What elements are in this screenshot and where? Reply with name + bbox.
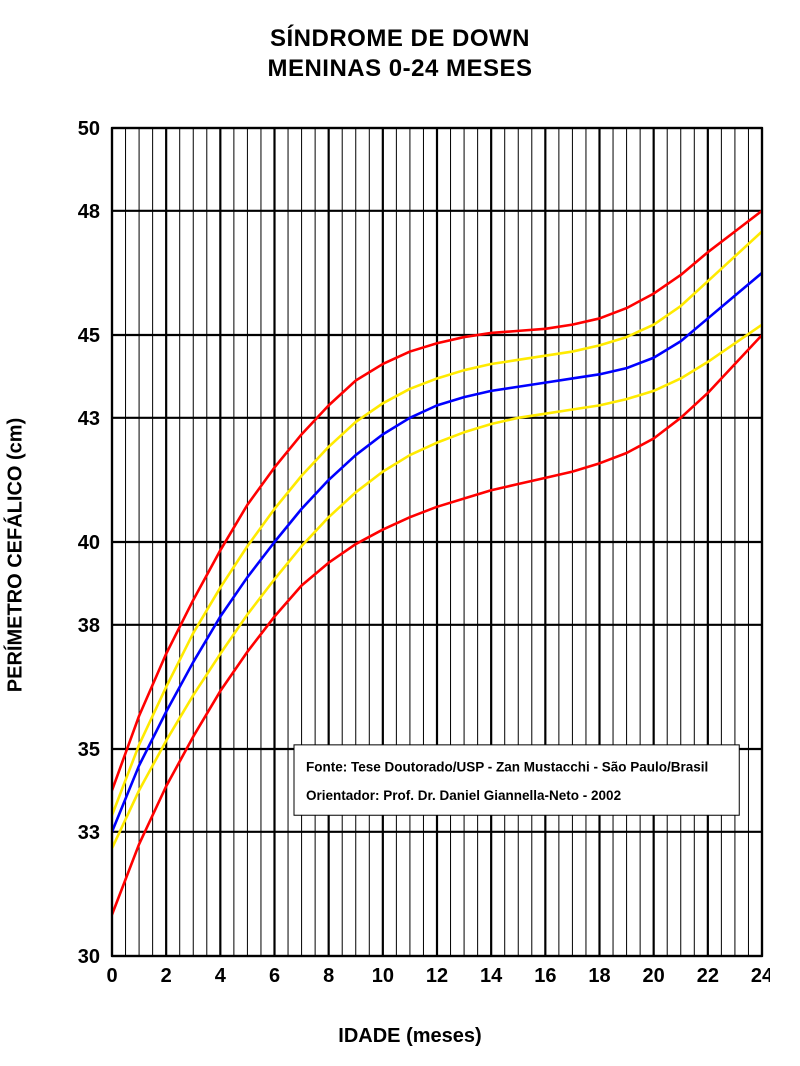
title-line1: SÍNDROME DE DOWN [270, 25, 530, 52]
svg-text:10: 10 [372, 965, 394, 987]
svg-text:14: 14 [480, 965, 503, 987]
svg-text:Fonte: Tese Doutorado/USP - Za: Fonte: Tese Doutorado/USP - Zan Mustacch… [306, 760, 708, 775]
title-line2: MENINAS 0-24 MESES [267, 55, 532, 82]
svg-text:50: 50 [78, 120, 100, 140]
svg-text:38: 38 [78, 615, 100, 637]
svg-text:24: 24 [751, 965, 770, 987]
svg-text:Orientador: Prof. Dr. Daniel G: Orientador: Prof. Dr. Daniel Giannella-N… [306, 788, 621, 803]
svg-text:20: 20 [643, 965, 665, 987]
svg-text:8: 8 [323, 965, 334, 987]
x-axis-label: IDADE (meses) [50, 1025, 770, 1048]
y-axis-label: PERÍMETRO CEFÁLICO (cm) [5, 418, 28, 692]
svg-text:40: 40 [78, 532, 100, 554]
svg-text:48: 48 [78, 201, 100, 223]
svg-text:18: 18 [588, 965, 610, 987]
chart-title: SÍNDROME DE DOWN MENINAS 0-24 MESES [0, 24, 800, 84]
svg-text:12: 12 [426, 965, 448, 987]
svg-text:43: 43 [78, 408, 100, 430]
svg-text:4: 4 [215, 965, 227, 987]
svg-text:16: 16 [534, 965, 556, 987]
svg-text:45: 45 [78, 325, 100, 347]
svg-text:30: 30 [78, 946, 100, 968]
svg-text:2: 2 [161, 965, 172, 987]
svg-text:35: 35 [78, 739, 100, 761]
svg-text:33: 33 [78, 822, 100, 844]
chart-svg: 024681012141618202224303335384043454850F… [50, 120, 770, 990]
growth-chart: PERÍMETRO CEFÁLICO (cm) IDADE (meses) 02… [50, 120, 770, 990]
svg-text:6: 6 [269, 965, 280, 987]
svg-text:22: 22 [697, 965, 719, 987]
svg-text:0: 0 [106, 965, 117, 987]
